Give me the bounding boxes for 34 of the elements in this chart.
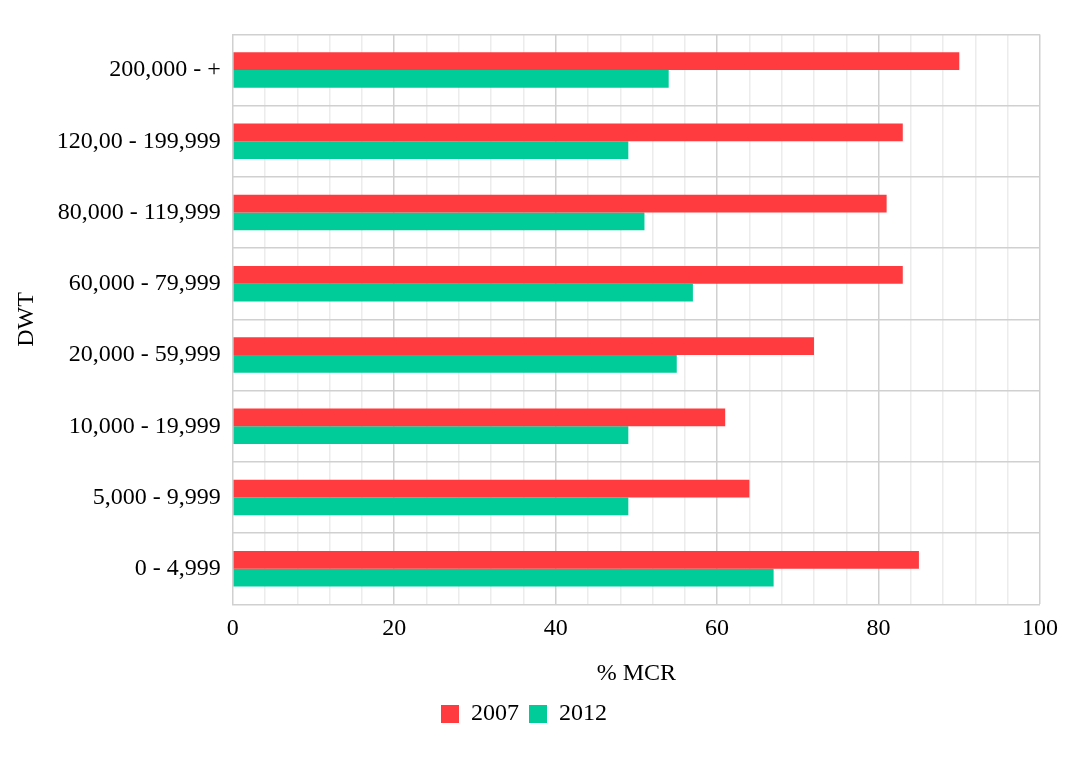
- x-tick-label: 20: [382, 614, 407, 641]
- bar: [233, 283, 693, 302]
- bar: [233, 568, 774, 587]
- bar: [233, 408, 726, 427]
- y-tick-label: 10,000 - 19,999: [68, 411, 221, 438]
- bar: [233, 123, 903, 142]
- bar: [233, 550, 919, 569]
- bar: [233, 337, 814, 356]
- bar: [233, 426, 629, 445]
- y-tick-label: 5,000 - 9,999: [92, 482, 221, 509]
- bar: [233, 52, 960, 71]
- y-tick-label: 0 - 4,999: [134, 554, 221, 581]
- y-tick-label: 80,000 - 119,999: [57, 197, 221, 224]
- bar: [233, 265, 903, 284]
- x-tick-label: 100: [1022, 614, 1058, 641]
- y-tick-label: 120,00 - 199,999: [56, 126, 221, 153]
- bar: [233, 141, 629, 160]
- y-tick-label: 200,000 - +: [109, 55, 221, 82]
- legend-label: 2012: [559, 699, 607, 726]
- x-tick-label: 80: [866, 614, 891, 641]
- x-tick-label: 40: [543, 614, 568, 641]
- x-tick-label: 0: [226, 614, 239, 641]
- bar: [233, 355, 677, 373]
- bar: [233, 70, 669, 88]
- y-tick-label: 60,000 - 79,999: [68, 269, 221, 296]
- y-tick-label: 20,000 - 59,999: [68, 340, 221, 367]
- bar: [233, 497, 629, 516]
- x-tick-label: 60: [705, 614, 730, 641]
- x-axis-title: % MCR: [596, 658, 677, 685]
- bar: [233, 212, 645, 231]
- y-axis-title: DWT: [11, 291, 38, 347]
- bar: [233, 479, 750, 498]
- bar: [233, 194, 887, 213]
- legend-label: 2007: [471, 699, 519, 726]
